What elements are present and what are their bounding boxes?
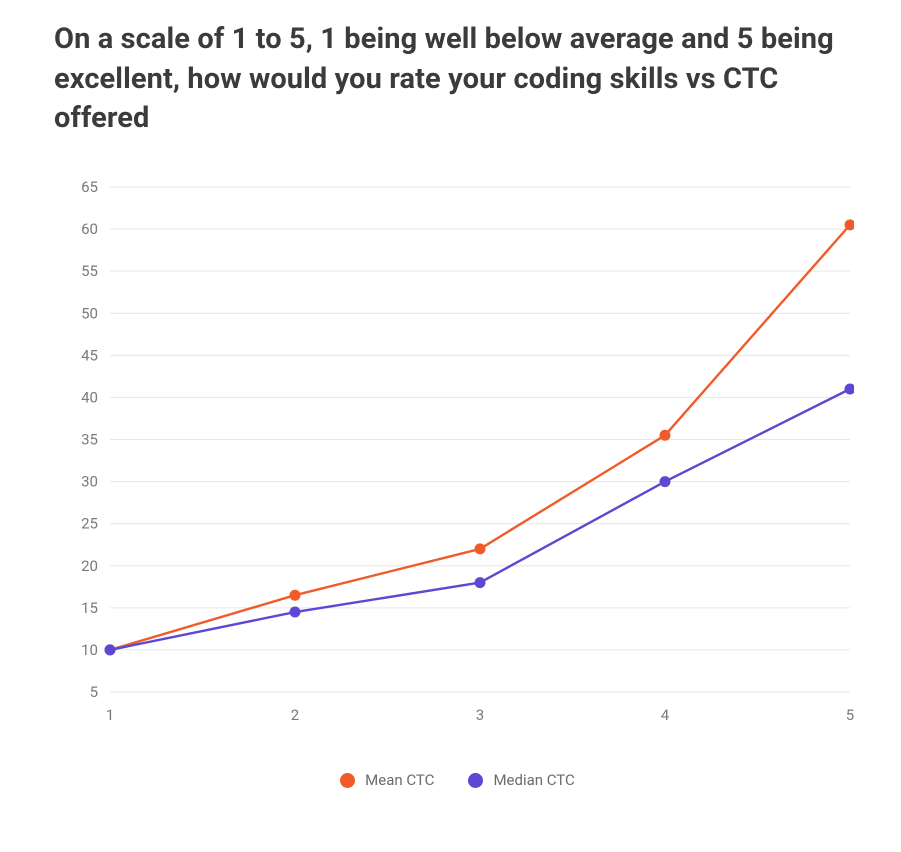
- y-tick-label: 20: [81, 557, 98, 575]
- legend-label: Mean CTC: [365, 771, 434, 789]
- y-tick-label: 45: [81, 346, 98, 364]
- y-tick-label: 25: [81, 515, 98, 533]
- line-chart-svg: 510152025303540455055606512345: [54, 181, 854, 751]
- series-point: [475, 577, 486, 588]
- chart-plot-area: 510152025303540455055606512345: [54, 181, 854, 751]
- series-point: [290, 590, 301, 601]
- x-tick-label: 5: [846, 706, 854, 724]
- series-point: [105, 645, 116, 656]
- chart-legend: Mean CTC Median CTC: [54, 771, 861, 789]
- series-line-1: [110, 389, 850, 650]
- y-tick-label: 5: [90, 683, 98, 701]
- x-tick-label: 3: [476, 706, 484, 724]
- series-point: [660, 476, 671, 487]
- legend-dot-icon: [468, 773, 483, 788]
- y-tick-label: 50: [81, 304, 98, 322]
- x-tick-label: 4: [661, 706, 670, 724]
- y-tick-label: 10: [81, 641, 98, 659]
- y-tick-label: 30: [81, 473, 98, 491]
- x-tick-label: 2: [291, 706, 299, 724]
- series-point: [845, 384, 855, 395]
- x-tick-label: 1: [106, 706, 114, 724]
- series-point: [475, 544, 486, 555]
- legend-label: Median CTC: [493, 771, 574, 789]
- y-tick-label: 15: [81, 599, 98, 617]
- legend-item-median: Median CTC: [468, 771, 574, 789]
- y-tick-label: 65: [81, 181, 98, 196]
- chart-container: On a scale of 1 to 5, 1 being well below…: [0, 0, 901, 852]
- legend-dot-icon: [340, 773, 355, 788]
- legend-item-mean: Mean CTC: [340, 771, 434, 789]
- y-tick-label: 35: [81, 431, 98, 449]
- y-tick-label: 60: [81, 220, 98, 238]
- series-point: [290, 607, 301, 618]
- y-tick-label: 55: [81, 262, 98, 280]
- series-point: [660, 430, 671, 441]
- y-tick-label: 40: [81, 389, 98, 407]
- chart-title: On a scale of 1 to 5, 1 being well below…: [54, 20, 861, 139]
